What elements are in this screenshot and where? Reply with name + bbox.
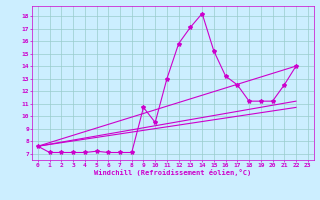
X-axis label: Windchill (Refroidissement éolien,°C): Windchill (Refroidissement éolien,°C) [94, 169, 252, 176]
